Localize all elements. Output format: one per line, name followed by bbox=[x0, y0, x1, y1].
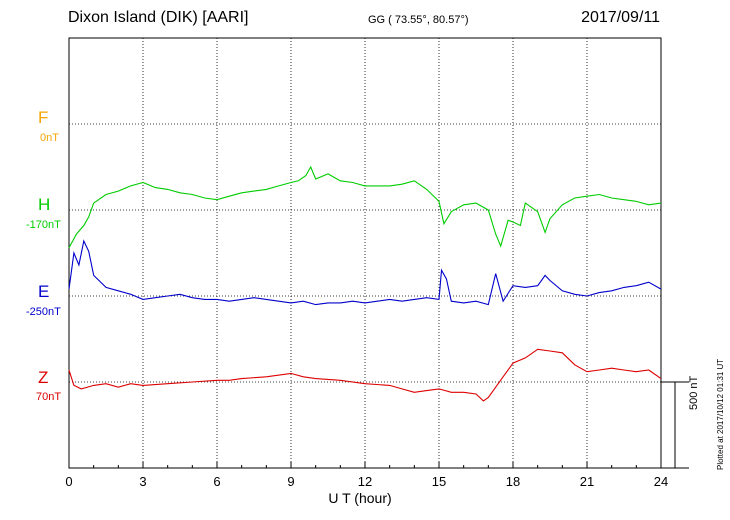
plotted-timestamp: Plotted at 2017/10/12 01:31 UT bbox=[716, 358, 725, 470]
series-line-e bbox=[68, 239, 662, 306]
component-e-baseline: -250nT bbox=[26, 306, 61, 318]
component-z-letter: Z bbox=[38, 368, 49, 387]
series-line-z bbox=[68, 348, 662, 402]
series-line-h bbox=[68, 165, 662, 249]
x-tick-label: 21 bbox=[580, 474, 594, 489]
component-f-baseline: 0nT bbox=[40, 132, 59, 144]
date-label: 2017/09/11 bbox=[581, 9, 660, 26]
x-tick-label: 24 bbox=[654, 474, 668, 489]
component-h-baseline: -170nT bbox=[26, 219, 61, 231]
coordinates-label: GG ( 73.55°, 80.57°) bbox=[368, 14, 469, 26]
component-z-baseline: 70nT bbox=[36, 391, 62, 403]
x-tick-label: 0 bbox=[65, 474, 72, 489]
plot-frame bbox=[68, 37, 662, 469]
x-tick-label: 3 bbox=[139, 474, 146, 489]
station-title: Dixon Island (DIK) [AARI] bbox=[68, 9, 249, 26]
component-f-letter: F bbox=[38, 108, 49, 127]
x-tick-label: 15 bbox=[432, 474, 446, 489]
x-tick-label: 6 bbox=[213, 474, 220, 489]
x-tick-label: 18 bbox=[506, 474, 520, 489]
x-tick-label: 12 bbox=[358, 474, 372, 489]
scale-bar-label: 500 nT bbox=[688, 375, 700, 410]
x-axis-label: U T (hour) bbox=[328, 490, 392, 506]
component-h-letter: H bbox=[38, 195, 51, 214]
component-e-letter: E bbox=[38, 282, 50, 301]
x-tick-label: 9 bbox=[287, 474, 294, 489]
